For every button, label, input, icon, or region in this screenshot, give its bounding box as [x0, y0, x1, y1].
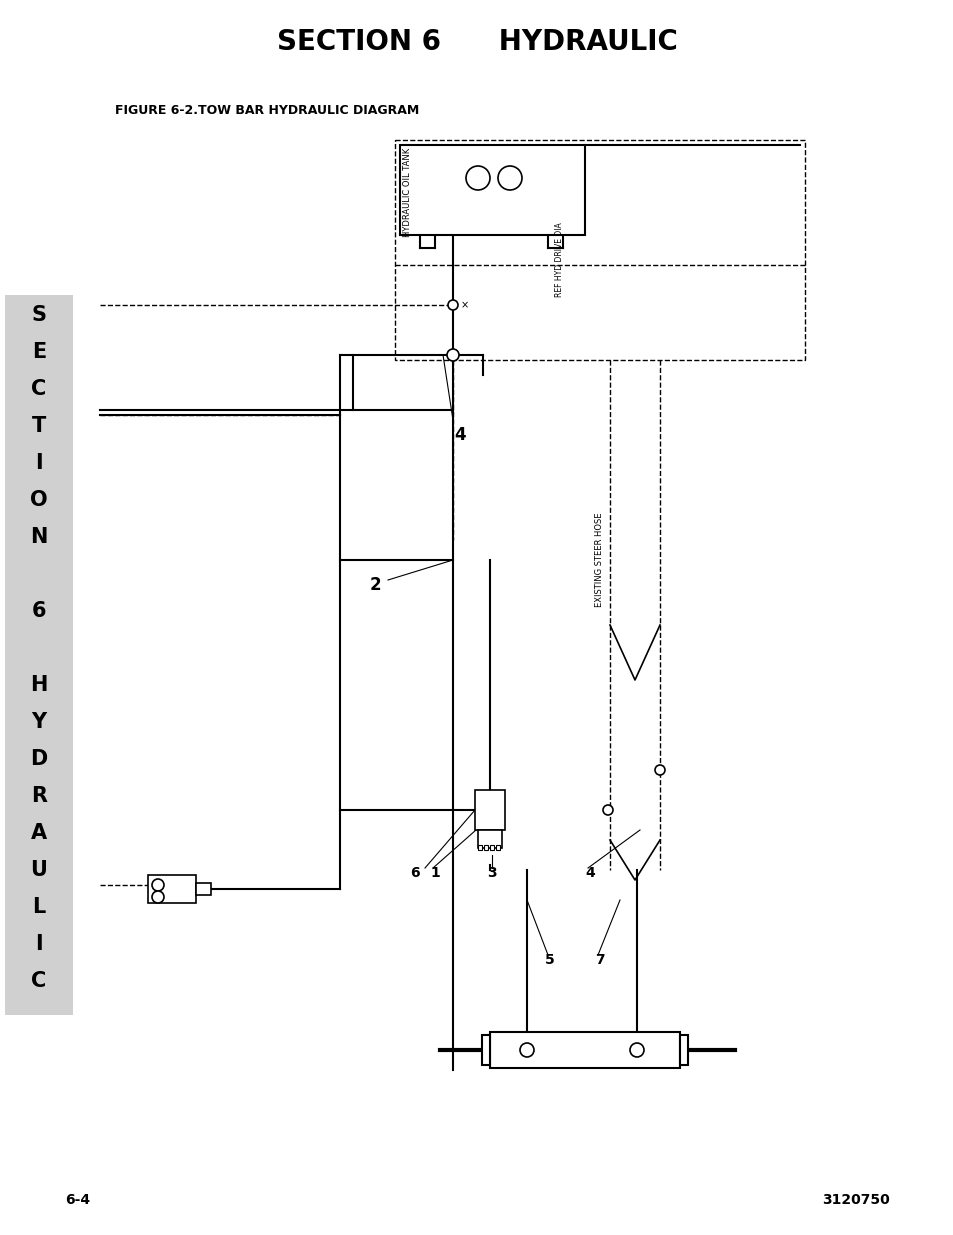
- Circle shape: [519, 1044, 534, 1057]
- Circle shape: [447, 350, 458, 361]
- Text: 7: 7: [595, 953, 604, 967]
- Text: 3: 3: [487, 866, 497, 881]
- Text: E: E: [31, 342, 46, 362]
- Text: 6: 6: [31, 601, 46, 621]
- Text: 4: 4: [454, 426, 465, 445]
- Bar: [679, 1035, 687, 1065]
- Text: FIGURE 6-2.TOW BAR HYDRAULIC DIAGRAM: FIGURE 6-2.TOW BAR HYDRAULIC DIAGRAM: [115, 104, 418, 116]
- Text: C: C: [31, 379, 47, 399]
- Text: L: L: [32, 897, 46, 918]
- Bar: [475, 790, 504, 830]
- Circle shape: [655, 764, 664, 776]
- Text: Y: Y: [31, 713, 47, 732]
- Bar: [490, 1032, 679, 1068]
- Text: ×: ×: [460, 300, 469, 310]
- Text: U: U: [30, 860, 48, 881]
- Bar: [483, 845, 488, 850]
- Text: A: A: [30, 823, 47, 844]
- Text: 5: 5: [544, 953, 555, 967]
- Text: REF HYD DRIVE DIA: REF HYD DRIVE DIA: [555, 222, 564, 298]
- Bar: [496, 845, 499, 850]
- Text: R: R: [30, 785, 47, 806]
- Text: N: N: [30, 527, 48, 547]
- Text: O: O: [30, 490, 48, 510]
- Text: 2: 2: [369, 576, 380, 594]
- Bar: [490, 845, 494, 850]
- Circle shape: [448, 300, 457, 310]
- Text: 6: 6: [410, 866, 419, 881]
- Bar: [477, 845, 481, 850]
- Text: HYDRAULIC OIL TANK: HYDRAULIC OIL TANK: [403, 147, 412, 237]
- Text: 6-4: 6-4: [65, 1193, 90, 1207]
- Bar: [481, 1035, 490, 1065]
- Text: I: I: [35, 934, 43, 953]
- Circle shape: [152, 879, 164, 890]
- Text: 1: 1: [430, 866, 439, 881]
- Bar: [399, 144, 584, 235]
- Text: 4: 4: [584, 866, 595, 881]
- Text: 3120750: 3120750: [821, 1193, 889, 1207]
- Bar: [5, 295, 73, 1015]
- Circle shape: [152, 890, 164, 903]
- Text: S: S: [31, 305, 47, 325]
- Circle shape: [629, 1044, 643, 1057]
- Bar: [395, 140, 804, 359]
- Text: C: C: [31, 971, 47, 990]
- Bar: [195, 883, 211, 895]
- Text: H: H: [30, 676, 48, 695]
- Bar: [148, 876, 195, 903]
- Text: I: I: [35, 453, 43, 473]
- Text: SECTION 6      HYDRAULIC: SECTION 6 HYDRAULIC: [276, 28, 677, 56]
- Text: D: D: [30, 748, 48, 769]
- Circle shape: [602, 805, 613, 815]
- Text: T: T: [31, 416, 46, 436]
- Text: EXISTING STEER HOSE: EXISTING STEER HOSE: [595, 513, 604, 608]
- Bar: [477, 830, 501, 848]
